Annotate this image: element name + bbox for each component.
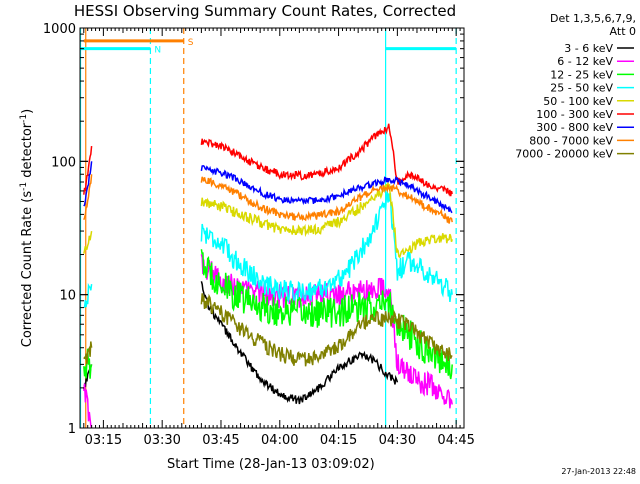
y-tick-label-1: 10 — [59, 289, 76, 304]
series-line-8 — [83, 293, 453, 367]
legend-label-2: 12 - 25 keV — [550, 68, 613, 81]
markers-layer: SN — [79, 28, 457, 428]
state-bar-label-1: N — [154, 46, 161, 56]
x-tick-label-3: 04:00 — [261, 433, 298, 448]
series-line-1 — [83, 254, 453, 429]
series-layer — [83, 123, 453, 429]
legend-label-5: 100 - 300 keV — [536, 108, 613, 121]
series-line-7 — [83, 174, 453, 224]
x-tick-label-5: 04:30 — [379, 433, 416, 448]
series-line-6 — [83, 161, 453, 214]
y-tick-label-3: 1000 — [43, 22, 76, 37]
x-tick-label-1: 03:30 — [143, 433, 180, 448]
legend-label-7: 800 - 7000 keV — [529, 134, 613, 147]
state-bar-label-0: S — [188, 38, 194, 48]
y-tick-label-2: 100 — [51, 155, 76, 170]
x-axis-label: Start Time (28-Jan-13 03:09:02) — [167, 457, 375, 472]
legend-label-8: 7000 - 20000 keV — [515, 148, 613, 161]
legend-header-line1: Det 1,3,5,6,7,9, — [550, 12, 636, 25]
x-tick-label-4: 04:15 — [320, 433, 357, 448]
legend-label-0: 3 - 6 keV — [564, 42, 613, 55]
legend-label-4: 50 - 100 keV — [543, 95, 613, 108]
legend-label-6: 300 - 800 keV — [536, 121, 613, 134]
legend-header-line2: Att 0 — [610, 25, 636, 38]
x-tick-label-0: 03:15 — [85, 433, 122, 448]
legend-label-1: 6 - 12 keV — [557, 55, 613, 68]
x-tick-label-2: 03:45 — [202, 433, 239, 448]
x-tick-label-6: 04:45 — [437, 433, 474, 448]
series-line-3 — [83, 191, 453, 309]
series-line-5 — [83, 123, 453, 197]
series-line-4 — [83, 182, 453, 259]
timestamp: 27-Jan-2013 22:48 — [561, 467, 636, 476]
y-tick-label-0: 1 — [68, 422, 76, 437]
chart-title: HESSI Observing Summary Count Rates, Cor… — [74, 2, 456, 20]
axes-layer: 1 10 100 1000 03:15 03:30 03:45 04:00 04:15 04:30… — [43, 22, 475, 448]
y-axis-label: Corrected Count Rate (s-1 detector-1) — [19, 109, 35, 347]
legend-label-3: 25 - 50 keV — [550, 82, 613, 95]
